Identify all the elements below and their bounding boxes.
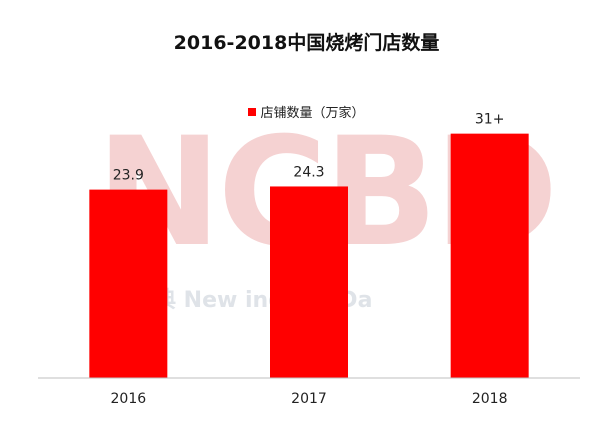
legend-label: 店铺数量（万家） xyxy=(260,106,365,121)
legend-swatch xyxy=(248,108,257,116)
x-tick-2016: 2016 xyxy=(111,391,147,407)
bar-2016 xyxy=(89,189,168,378)
bar-2018 xyxy=(450,133,529,378)
chart-legend: 店铺数量（万家） xyxy=(0,102,613,121)
x-tick-2018: 2018 xyxy=(472,391,508,407)
chart-title: 2016-2018中国烧烤门店数量 xyxy=(173,32,440,54)
data-label-2018: 31+ xyxy=(475,112,505,128)
data-label-2016: 23.9 xyxy=(113,168,144,184)
bar-2017 xyxy=(270,186,348,378)
data-label-2017: 24.3 xyxy=(293,164,324,180)
x-tick-2017: 2017 xyxy=(291,391,327,407)
